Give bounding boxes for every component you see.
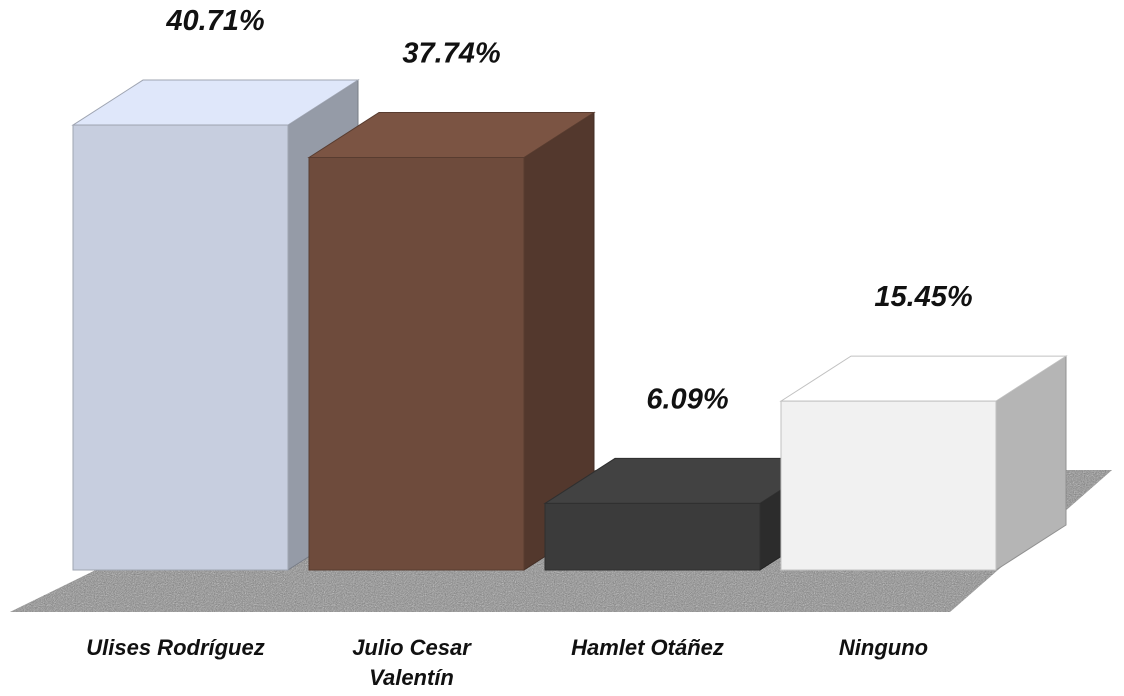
value-label: 6.09% [646, 383, 728, 415]
bar-front [544, 502, 761, 571]
bar-front [72, 124, 289, 571]
category-label: Ninguno [838, 635, 929, 660]
value-label: 40.71% [165, 5, 264, 37]
value-label: 15.45% [874, 281, 972, 313]
category-label: Hamlet Otáñez [571, 635, 724, 660]
bar-front [308, 157, 525, 571]
value-label: 37.74% [402, 38, 500, 70]
category-label: Ulises Rodríguez [86, 635, 265, 660]
category-label: Julio Cesar Valentín [352, 635, 471, 690]
bar-front [780, 400, 997, 571]
